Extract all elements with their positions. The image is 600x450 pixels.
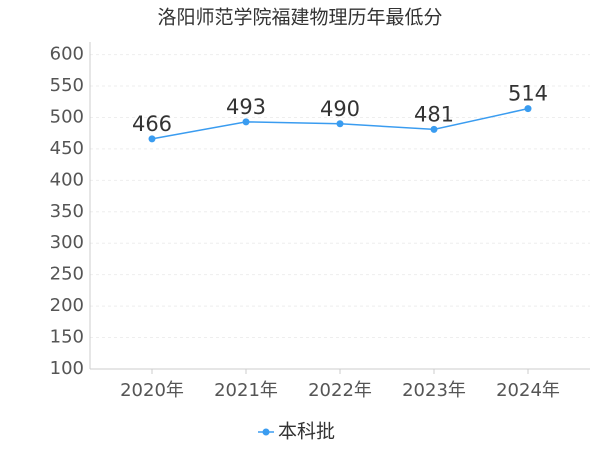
y-tick-label: 450 [50, 138, 84, 159]
y-tick-label: 550 [50, 75, 84, 96]
point [336, 120, 344, 128]
point [524, 105, 532, 113]
y-tick-label: 150 [50, 327, 84, 348]
y-tick-label: 100 [50, 358, 84, 379]
y-tick-label: 200 [50, 295, 84, 316]
data-label: 490 [320, 97, 360, 121]
chart-title: 洛阳师范学院福建物理历年最低分 [157, 7, 442, 29]
y-tick-label: 600 [50, 44, 84, 65]
data-label: 493 [226, 95, 266, 119]
y-tick-label: 350 [50, 201, 84, 222]
point [148, 135, 156, 143]
x-tick-label: 2023年 [402, 380, 466, 401]
x-tick-label: 2020年 [120, 380, 184, 401]
legend-marker [262, 428, 270, 436]
x-tick-label: 2022年 [308, 380, 372, 401]
y-tick-label: 250 [50, 264, 84, 285]
x-tick-label: 2021年 [214, 380, 278, 401]
y-tick-label: 300 [50, 232, 84, 253]
y-tick-label: 400 [50, 169, 84, 190]
legend-label: 本科批 [278, 421, 335, 443]
point [242, 118, 250, 126]
x-tick-label: 2024年 [496, 380, 560, 401]
point [430, 125, 438, 133]
data-label: 481 [414, 102, 454, 126]
y-tick-label: 500 [50, 106, 84, 127]
data-label: 514 [508, 82, 548, 106]
data-label: 466 [132, 112, 172, 136]
